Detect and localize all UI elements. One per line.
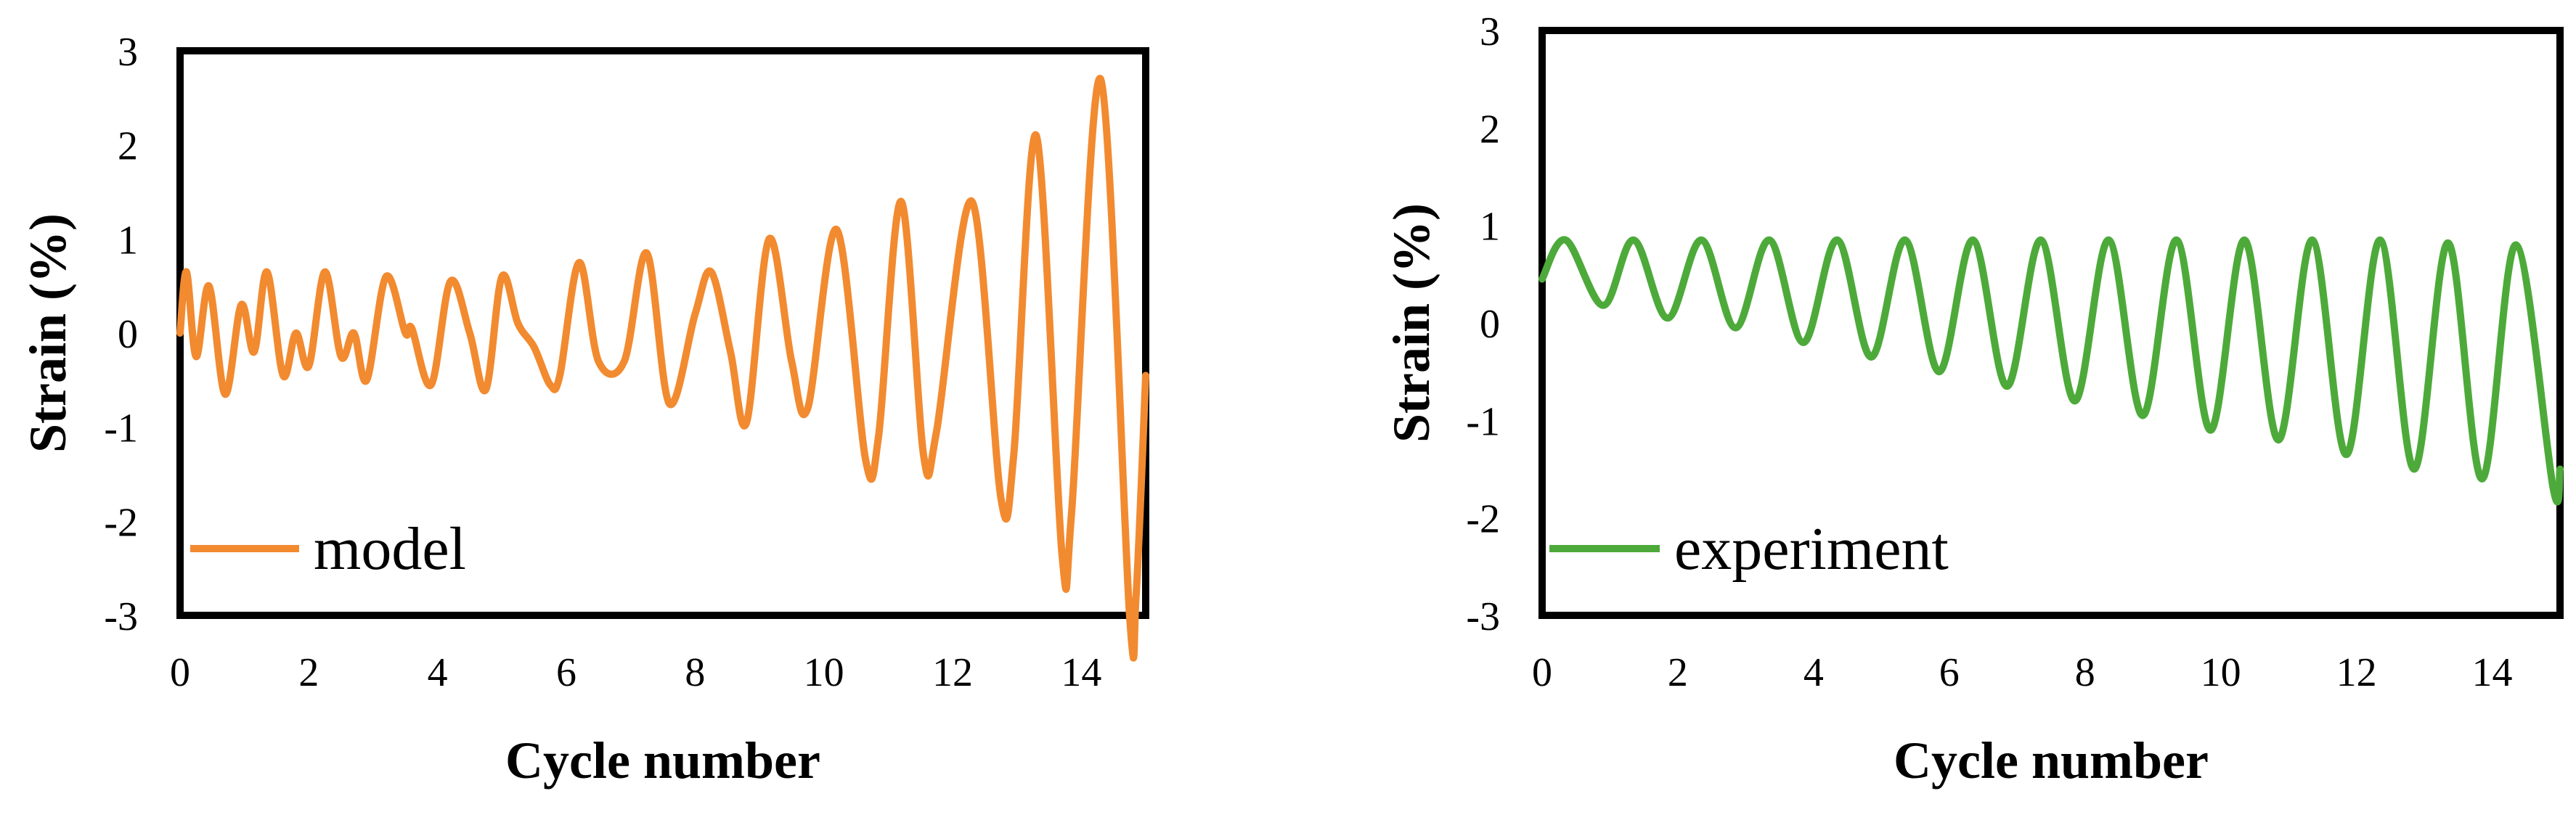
y-tick-label: -2 bbox=[104, 500, 138, 545]
y-tick-label: -1 bbox=[1466, 399, 1500, 444]
y-tick-label: 1 bbox=[118, 218, 138, 263]
x-tick-label: 4 bbox=[428, 650, 448, 695]
y-tick-label: -2 bbox=[1466, 497, 1500, 542]
y-axis-title: Strain (%) bbox=[19, 213, 77, 453]
series-line-experiment bbox=[1538, 236, 2564, 506]
x-tick-label: 10 bbox=[804, 650, 844, 695]
x-tick-label: 12 bbox=[2336, 650, 2377, 695]
y-tick-label: 2 bbox=[118, 124, 138, 169]
x-tick-label: 2 bbox=[298, 650, 319, 695]
plot-frame bbox=[1538, 27, 2564, 619]
x-tick-label: 0 bbox=[170, 650, 190, 695]
legend-label: experiment bbox=[1674, 515, 1949, 583]
y-axis-title: Strain (%) bbox=[1382, 203, 1440, 443]
y-tick-label: -1 bbox=[104, 406, 138, 451]
x-tick-label: 8 bbox=[2075, 650, 2095, 695]
y-tick-label: 3 bbox=[118, 30, 138, 75]
y-tick-label: 3 bbox=[1480, 9, 1500, 54]
y-tick-label: 1 bbox=[1480, 205, 1500, 250]
x-tick-label: 6 bbox=[556, 650, 576, 695]
series-line-model bbox=[176, 75, 1149, 662]
x-tick-label: 2 bbox=[1668, 650, 1688, 695]
x-tick-label: 12 bbox=[932, 650, 973, 695]
x-tick-label: 10 bbox=[2201, 650, 2241, 695]
x-tick-label: 8 bbox=[685, 650, 705, 695]
y-tick-label: 2 bbox=[1480, 107, 1500, 152]
x-tick-label: 14 bbox=[2472, 650, 2513, 695]
y-tick-label: 0 bbox=[1480, 302, 1500, 347]
x-tick-label: 6 bbox=[1939, 650, 1960, 695]
x-tick-label: 0 bbox=[1532, 650, 1552, 695]
y-tick-label: -3 bbox=[1466, 594, 1500, 639]
y-tick-label: -3 bbox=[104, 594, 138, 639]
x-axis-title: Cycle number bbox=[505, 731, 820, 790]
x-tick-label: 4 bbox=[1803, 650, 1824, 695]
y-tick-label: 0 bbox=[118, 312, 138, 357]
x-tick-label: 14 bbox=[1061, 650, 1101, 695]
x-axis-title: Cycle number bbox=[1894, 731, 2209, 790]
legend-label: model bbox=[314, 515, 466, 583]
